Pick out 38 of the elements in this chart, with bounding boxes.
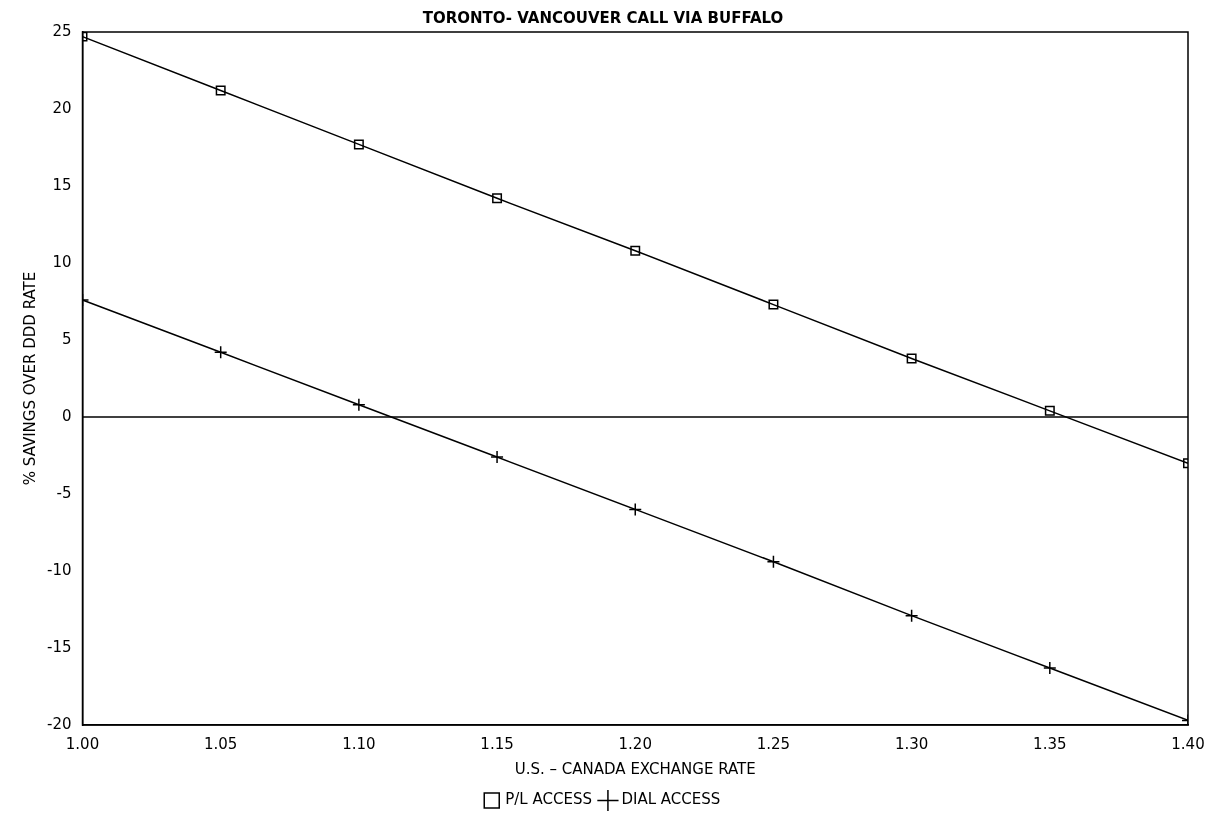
chart-title: TORONTO- VANCOUVER CALL VIA BUFFALO bbox=[422, 8, 784, 27]
y-tick-label: 15 bbox=[52, 175, 72, 194]
point bbox=[215, 85, 226, 96]
point bbox=[768, 299, 779, 310]
point bbox=[628, 502, 642, 517]
point bbox=[904, 608, 919, 623]
x-tick-label: 1.20 bbox=[618, 734, 652, 753]
x-tick-label: 1.10 bbox=[342, 734, 376, 753]
legend-label: DIAL ACCESS bbox=[621, 790, 721, 809]
point bbox=[490, 450, 504, 464]
y-tick-label: 20 bbox=[52, 98, 72, 117]
y-tick-label: 0 bbox=[61, 406, 72, 425]
y-tick-label: 25 bbox=[52, 21, 72, 40]
point bbox=[1043, 661, 1057, 675]
y-tick-label: -10 bbox=[47, 560, 72, 579]
x-tick-label: 1.00 bbox=[65, 734, 100, 753]
x-axis-title: U.S. – CANADA EXCHANGE RATE bbox=[514, 759, 756, 778]
y-tick-label: 10 bbox=[52, 252, 72, 271]
y-tick-label: -5 bbox=[56, 483, 72, 502]
point bbox=[1044, 405, 1055, 416]
x-tick-label: 1.30 bbox=[894, 734, 929, 753]
x-tick-label: 1.40 bbox=[1171, 734, 1205, 753]
y-axis-title: % SAVINGS OVER DDD RATE bbox=[20, 271, 39, 486]
point bbox=[353, 139, 364, 150]
y-tick-label: 5 bbox=[61, 329, 72, 348]
x-tick-label: 1.25 bbox=[756, 734, 791, 753]
legend-label: P/L ACCESS bbox=[505, 790, 592, 809]
point bbox=[492, 193, 503, 204]
point bbox=[213, 345, 228, 360]
point bbox=[906, 353, 917, 364]
x-tick-label: 1.35 bbox=[1033, 734, 1067, 753]
y-tick-label: -15 bbox=[47, 637, 72, 656]
point bbox=[352, 397, 366, 412]
point bbox=[766, 555, 781, 569]
y-tick-label: -20 bbox=[47, 714, 72, 733]
x-tick-label: 1.05 bbox=[203, 734, 238, 753]
point bbox=[630, 245, 641, 256]
x-tick-label: 1.15 bbox=[480, 734, 514, 753]
